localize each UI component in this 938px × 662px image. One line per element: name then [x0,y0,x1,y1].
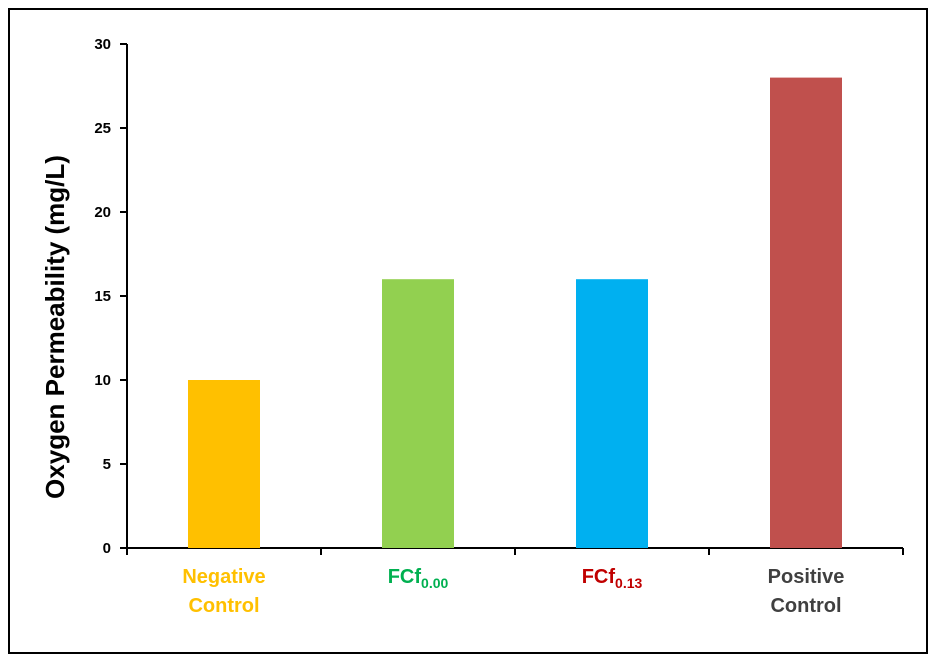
bar-fcf-0-00 [382,279,454,548]
bar-chart: Oxygen Permeability (mg/L) 051015202530 … [40,36,904,617]
category-label-fcf-0-00: FCf0.00 [388,566,449,591]
y-tick-label: 0 [103,540,111,557]
x-axis [126,547,904,555]
y-tick-label: 25 [94,120,111,137]
y-tick-label: 20 [94,204,111,221]
category-label-negative-control: Negative Control [182,566,265,617]
y-tick-label: 10 [94,372,111,389]
category-label-positive-control: Positive Control [768,566,845,617]
category-label-fcf-0-13: FCf0.13 [582,566,643,591]
bar-fcf-0-13 [576,279,648,548]
y-axis-title: Oxygen Permeability (mg/L) [40,155,70,499]
y-tick-label: 15 [94,288,111,305]
category-labels: Negative Control FCf0.00 FCf0.13 Positive Con… [182,566,844,617]
bar-negative-control [188,380,260,548]
bars [188,77,842,548]
bar-positive-control [770,77,842,548]
y-axis: 0 5 10 15 20 25 30 [94,36,128,557]
chart-frame: Oxygen Permeability (mg/L) 0 5 10 15 20 25 30 … [8,8,928,654]
y-tick-label: 5 [103,456,111,473]
y-tick-label: 30 [94,36,111,53]
